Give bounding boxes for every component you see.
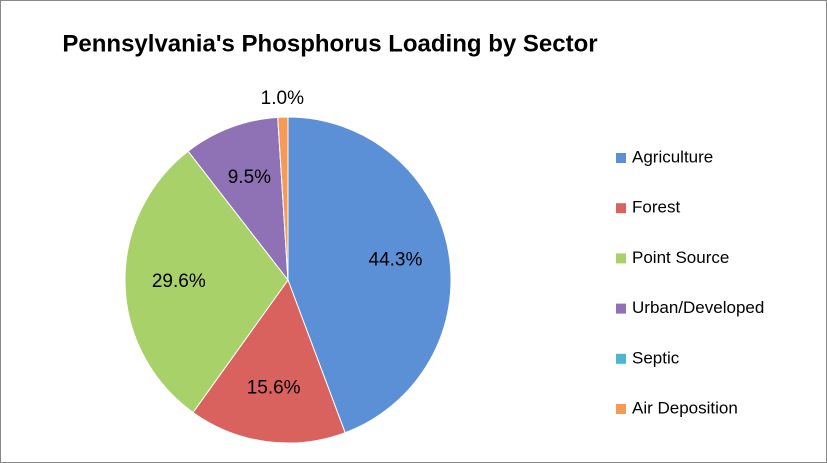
legend-swatch <box>616 253 626 264</box>
pie-slice <box>287 116 452 434</box>
legend-label: Agriculture <box>632 147 713 166</box>
legend-swatch <box>616 303 626 314</box>
pie-slice <box>277 116 289 281</box>
legend-swatch <box>616 203 626 214</box>
data-label: 29.6% <box>152 271 206 292</box>
pie-slice <box>187 116 289 282</box>
legend-label: Point Source <box>632 248 729 267</box>
legend-label: Air Deposition <box>632 398 738 417</box>
legend-label: Urban/Developed <box>632 298 764 317</box>
legend-label: Forest <box>632 198 680 217</box>
pie-slice <box>124 150 289 414</box>
data-label: 44.3% <box>369 250 423 271</box>
data-label: 9.5% <box>228 167 271 188</box>
pie-slice <box>192 278 346 444</box>
data-label: 1.0% <box>261 88 304 109</box>
data-label: 15.6% <box>247 377 301 398</box>
legend-swatch <box>616 404 626 414</box>
legend-label: Septic <box>632 348 680 367</box>
legend-swatch <box>616 153 626 163</box>
legend-swatch <box>616 353 626 364</box>
chart-title: Pennsylvania's Phosphorus Loading by Sec… <box>62 30 597 57</box>
